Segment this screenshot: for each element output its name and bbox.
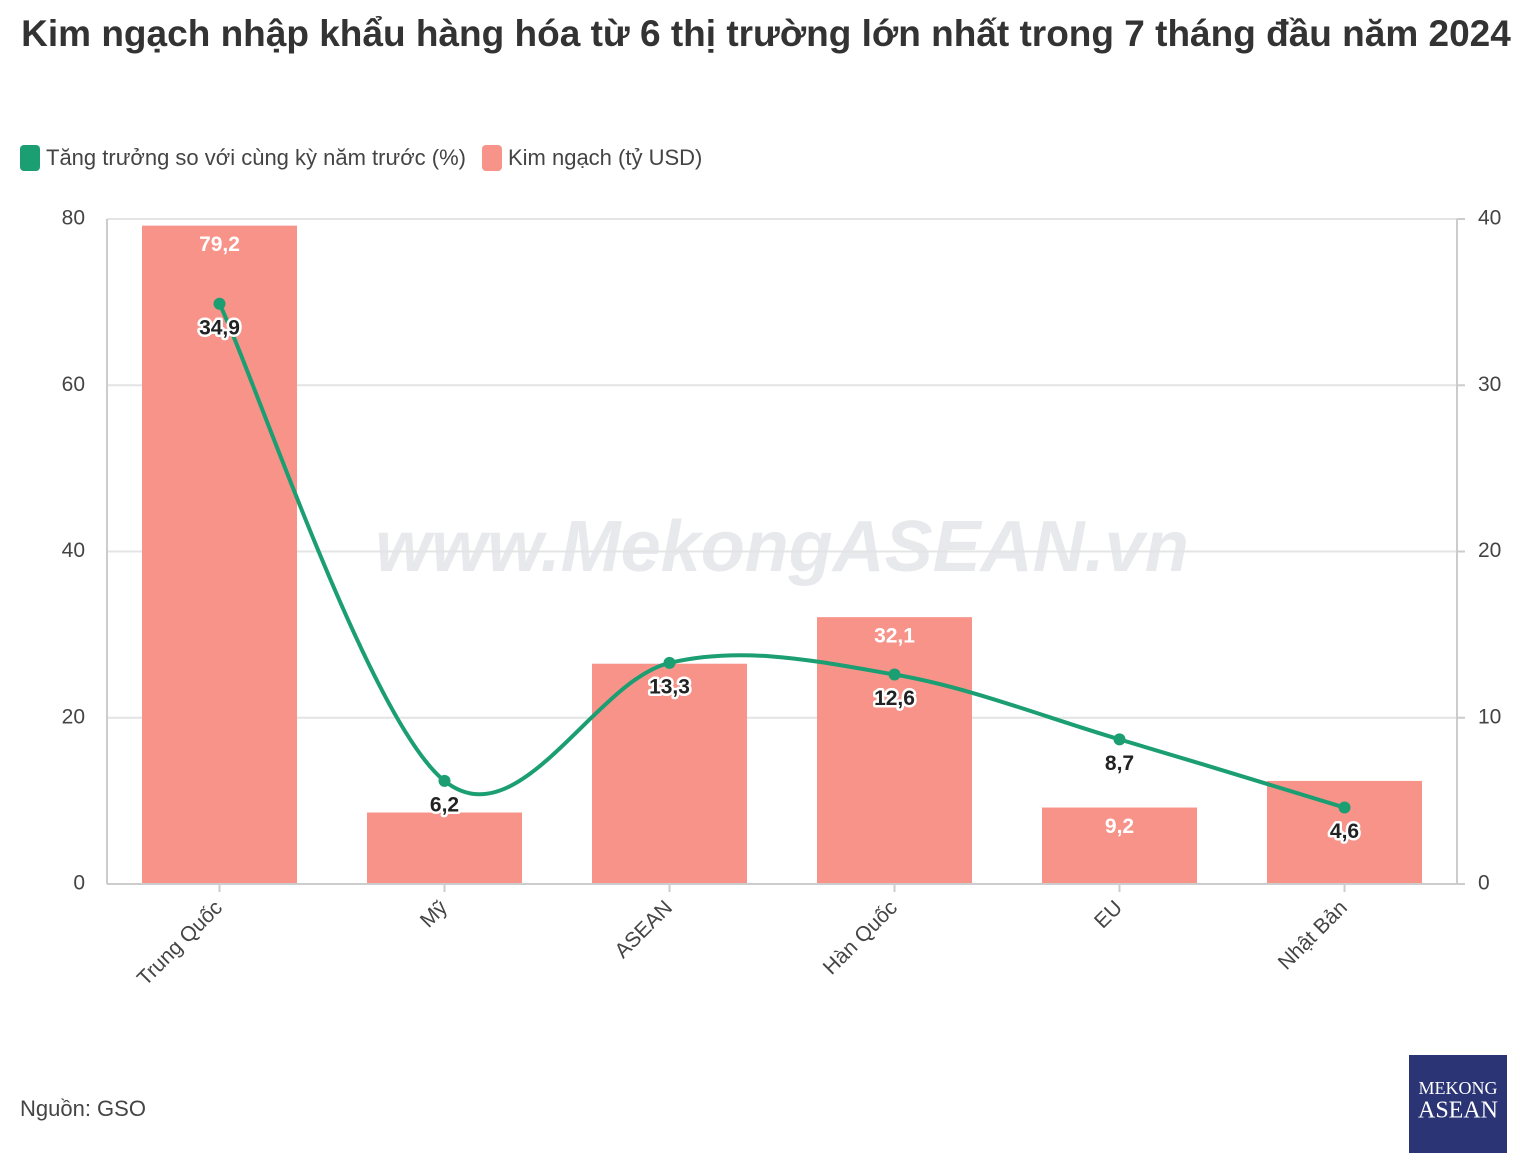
watermark: www.MekongASEAN.vn — [375, 507, 1188, 587]
y-tick-label: 80 — [62, 207, 85, 230]
line-point — [1113, 733, 1126, 746]
legend-label: Kim ngạch (tỷ USD) — [508, 145, 702, 170]
x-tick-label: ASEAN — [610, 896, 677, 963]
x-tick-label: Mỹ — [416, 896, 452, 932]
y2-tick-label: 0 — [1478, 872, 1490, 895]
y2-tick-label: 20 — [1478, 539, 1501, 562]
y-tick-label: 40 — [62, 539, 85, 562]
x-tick-label: EU — [1090, 896, 1127, 933]
x-tick-label: Nhật Bản — [1274, 896, 1352, 974]
line-point — [663, 656, 676, 669]
x-tick-label: Hàn Quốc — [819, 896, 902, 979]
bar — [367, 812, 522, 884]
bar — [142, 225, 297, 884]
legend-label: Tăng trưởng so với cùng kỳ năm trước (%) — [46, 145, 466, 170]
legend-swatch — [20, 145, 40, 171]
data-label: 32,1 — [874, 625, 915, 648]
source: Nguồn: GSO — [20, 1096, 146, 1121]
data-label: 8,7 — [1105, 752, 1134, 775]
data-label: 12,6 — [874, 687, 915, 710]
bar — [1267, 780, 1422, 884]
data-label: 4,6 — [1330, 820, 1359, 843]
bar — [817, 617, 972, 884]
line-point — [438, 774, 451, 787]
line-point — [1338, 801, 1351, 814]
data-label: 13,3 — [649, 675, 690, 698]
y2-tick-label: 40 — [1478, 207, 1501, 230]
y2-tick-label: 30 — [1478, 373, 1501, 396]
logo-text: MEKONG — [1419, 1078, 1498, 1098]
y-tick-label: 0 — [73, 872, 85, 895]
bar — [1042, 807, 1197, 884]
x-tick-label: Trung Quốc — [133, 896, 227, 990]
line-point — [213, 297, 226, 310]
legend-swatch — [481, 145, 502, 171]
line-point — [888, 668, 901, 681]
logo-text: ASEAN — [1418, 1098, 1498, 1124]
data-label: 6,2 — [430, 793, 459, 816]
y2-tick-label: 10 — [1478, 705, 1501, 728]
data-label: 34,9 — [199, 316, 240, 339]
data-label: 9,2 — [1105, 815, 1134, 838]
bar — [592, 663, 747, 884]
data-label: 79,2 — [199, 233, 240, 256]
chart-title: Kim ngạch nhập khẩu hàng hóa từ 6 thị tr… — [21, 13, 1511, 54]
y-tick-label: 60 — [62, 373, 85, 396]
logo-box — [1409, 1055, 1507, 1153]
y-tick-label: 20 — [62, 705, 85, 728]
